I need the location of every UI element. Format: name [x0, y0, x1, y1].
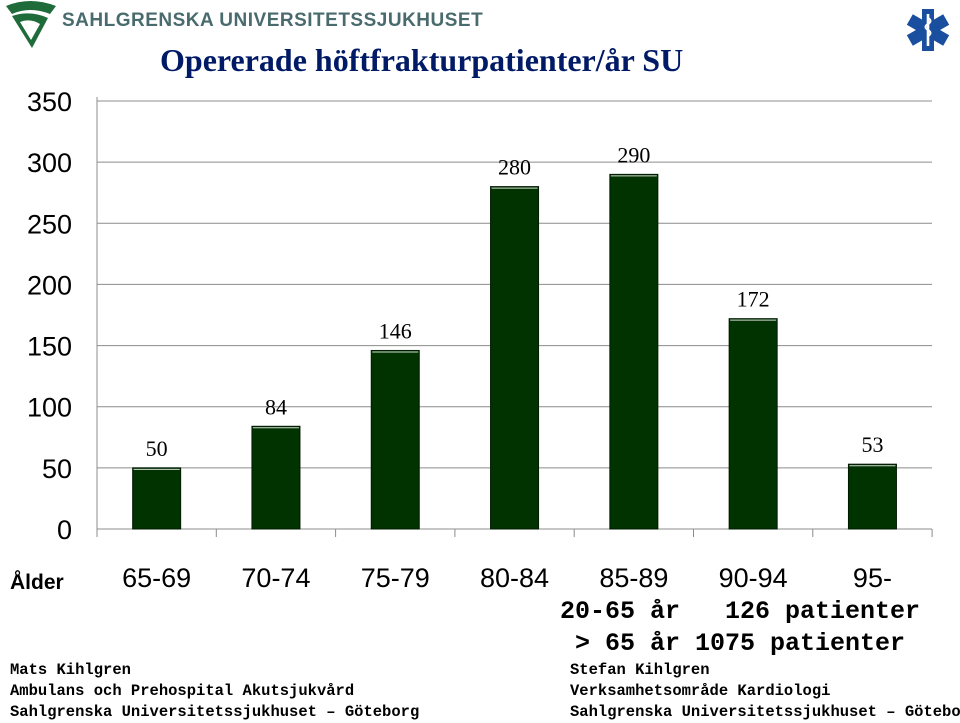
x-axis-label: Ålder	[10, 570, 64, 594]
y-tick-label: 350	[27, 87, 72, 117]
x-tick-label: 65-69	[122, 563, 191, 593]
star-of-life-icon	[906, 9, 950, 51]
data-label: 172	[737, 287, 770, 312]
y-tick-label: 250	[27, 209, 72, 239]
bar	[609, 173, 659, 530]
bar	[132, 467, 182, 530]
credit-right-hospital: Sahlgrenska Universitetssjukhuset – Göte…	[570, 703, 960, 721]
summary-line-2: > 65 år 1075 patienter	[575, 629, 906, 658]
su-logo: SAHLGRENSKA UNIVERSITETSSJUKHUSET	[0, 0, 483, 52]
credit-left-department: Ambulans och Prehospital Akutsjukvård	[10, 682, 355, 700]
credits-left: Mats Kihlgren Ambulans och Prehospital A…	[10, 660, 419, 723]
bar	[370, 349, 420, 530]
bar-chart: 0 50 100 150 200 250 300 350 50 65-69 84 70-74 146 75…	[10, 87, 933, 594]
bar	[490, 186, 540, 530]
credit-left-name: Mats Kihlgren	[10, 661, 131, 679]
data-label: 290	[617, 142, 650, 167]
y-tick-label: 150	[27, 332, 72, 362]
bar	[251, 425, 301, 530]
x-tick-label: 80-84	[480, 563, 549, 593]
y-tick-label: 0	[57, 515, 72, 545]
su-logo-icon	[6, 1, 56, 48]
data-label: 280	[498, 155, 531, 180]
bar	[847, 463, 897, 530]
chart-title: Opererade höftfrakturpatienter/år SU	[160, 42, 684, 78]
x-tick-label: 85-89	[599, 563, 668, 593]
y-tick-label: 200	[27, 270, 72, 300]
summary-line-1: 20-65 år 126 patienter	[560, 597, 921, 626]
data-label: 146	[379, 318, 412, 343]
y-tick-label: 50	[42, 454, 72, 484]
credit-left-hospital: Sahlgrenska Universitetssjukhuset – Göte…	[10, 703, 420, 721]
data-label: 84	[265, 394, 287, 419]
data-label: 50	[146, 436, 168, 461]
data-label: 53	[861, 432, 883, 457]
x-tick-label: 90-94	[719, 563, 788, 593]
y-tick-label: 100	[27, 393, 72, 423]
credits-right: Stefan Kihlgren Verksamhetsområde Kardio…	[570, 660, 960, 723]
credit-right-department: Verksamhetsområde Kardiologi	[570, 682, 831, 700]
y-tick-label: 300	[27, 148, 72, 178]
bar	[728, 318, 778, 530]
x-tick-label: 75-79	[361, 563, 430, 593]
credit-right-name: Stefan Kihlgren	[570, 661, 710, 679]
x-tick-label: 95-	[853, 563, 892, 593]
x-tick-label: 70-74	[241, 563, 310, 593]
logo-text: SAHLGRENSKA UNIVERSITETSSJUKHUSET	[62, 10, 484, 31]
